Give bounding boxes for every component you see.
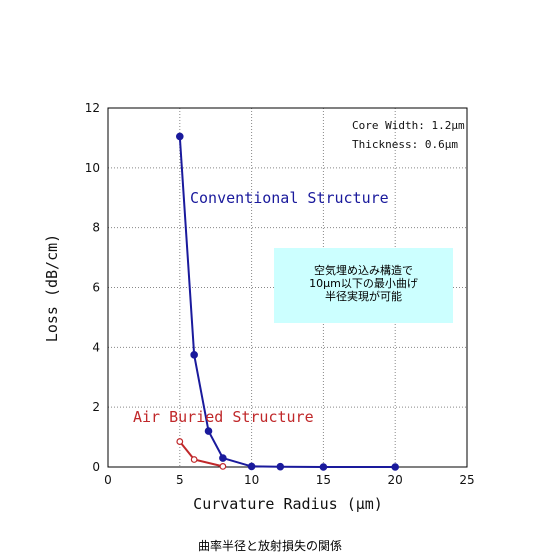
x-tick-label: 15 bbox=[316, 473, 331, 487]
x-tick-label: 20 bbox=[388, 473, 403, 487]
data-point-0-7 bbox=[391, 463, 400, 471]
data-point-0-0 bbox=[176, 132, 184, 141]
y-tick-labels: 0 2 4 6 8 10 12 bbox=[85, 101, 100, 474]
data-point-0-3 bbox=[219, 454, 227, 462]
data-point-1-0 bbox=[176, 438, 184, 445]
note-box: 空気埋め込み構造で 10μm以下の最小曲げ 半径実現が可能 bbox=[274, 248, 453, 323]
y-tick-label: 12 bbox=[85, 101, 100, 115]
note-line-2: 10μm以下の最小曲げ bbox=[309, 277, 418, 290]
thickness-annotation: Thickness: 0.6μm bbox=[352, 138, 458, 151]
data-point-0-6 bbox=[319, 463, 328, 471]
x-tick-label: 0 bbox=[104, 473, 112, 487]
y-tick-label: 10 bbox=[85, 161, 100, 175]
series-line-0 bbox=[178, 136, 396, 468]
x-tick-labels: 0 5 10 15 20 25 bbox=[104, 473, 474, 487]
data-point-0-1 bbox=[190, 351, 198, 359]
note-line-3: 半径実現が可能 bbox=[325, 290, 402, 303]
x-tick-label: 10 bbox=[244, 473, 259, 487]
y-tick-label: 2 bbox=[92, 400, 100, 414]
data-point-0-5 bbox=[276, 462, 285, 471]
conventional-structure-label: Conventional Structure bbox=[190, 189, 389, 207]
data-point-1-1 bbox=[190, 456, 198, 463]
series-points bbox=[176, 132, 400, 471]
x-axis-title: Curvature Radius (μm) bbox=[193, 495, 383, 513]
air-buried-structure-label: Air Buried Structure bbox=[133, 408, 314, 426]
core-width-annotation: Core Width: 1.2μm bbox=[352, 119, 465, 132]
y-axis-title: Loss (dB/cm) bbox=[43, 234, 61, 342]
note-text: 空気埋め込み構造で 10μm以下の最小曲げ 半径実現が可能 bbox=[274, 264, 453, 303]
figure-caption: 曲率半径と放射損失の関係 bbox=[197, 539, 342, 553]
data-point-0-4 bbox=[247, 462, 256, 471]
note-line-1: 空気埋め込み構造で bbox=[314, 264, 413, 277]
data-point-1-2 bbox=[219, 463, 227, 470]
y-tick-label: 8 bbox=[92, 221, 100, 235]
data-point-0-2 bbox=[204, 427, 213, 435]
y-tick-label: 6 bbox=[92, 281, 100, 295]
x-tick-label: 5 bbox=[176, 473, 184, 487]
y-tick-label: 4 bbox=[92, 340, 100, 354]
y-tick-label: 0 bbox=[92, 460, 100, 474]
x-tick-label: 25 bbox=[459, 473, 474, 487]
